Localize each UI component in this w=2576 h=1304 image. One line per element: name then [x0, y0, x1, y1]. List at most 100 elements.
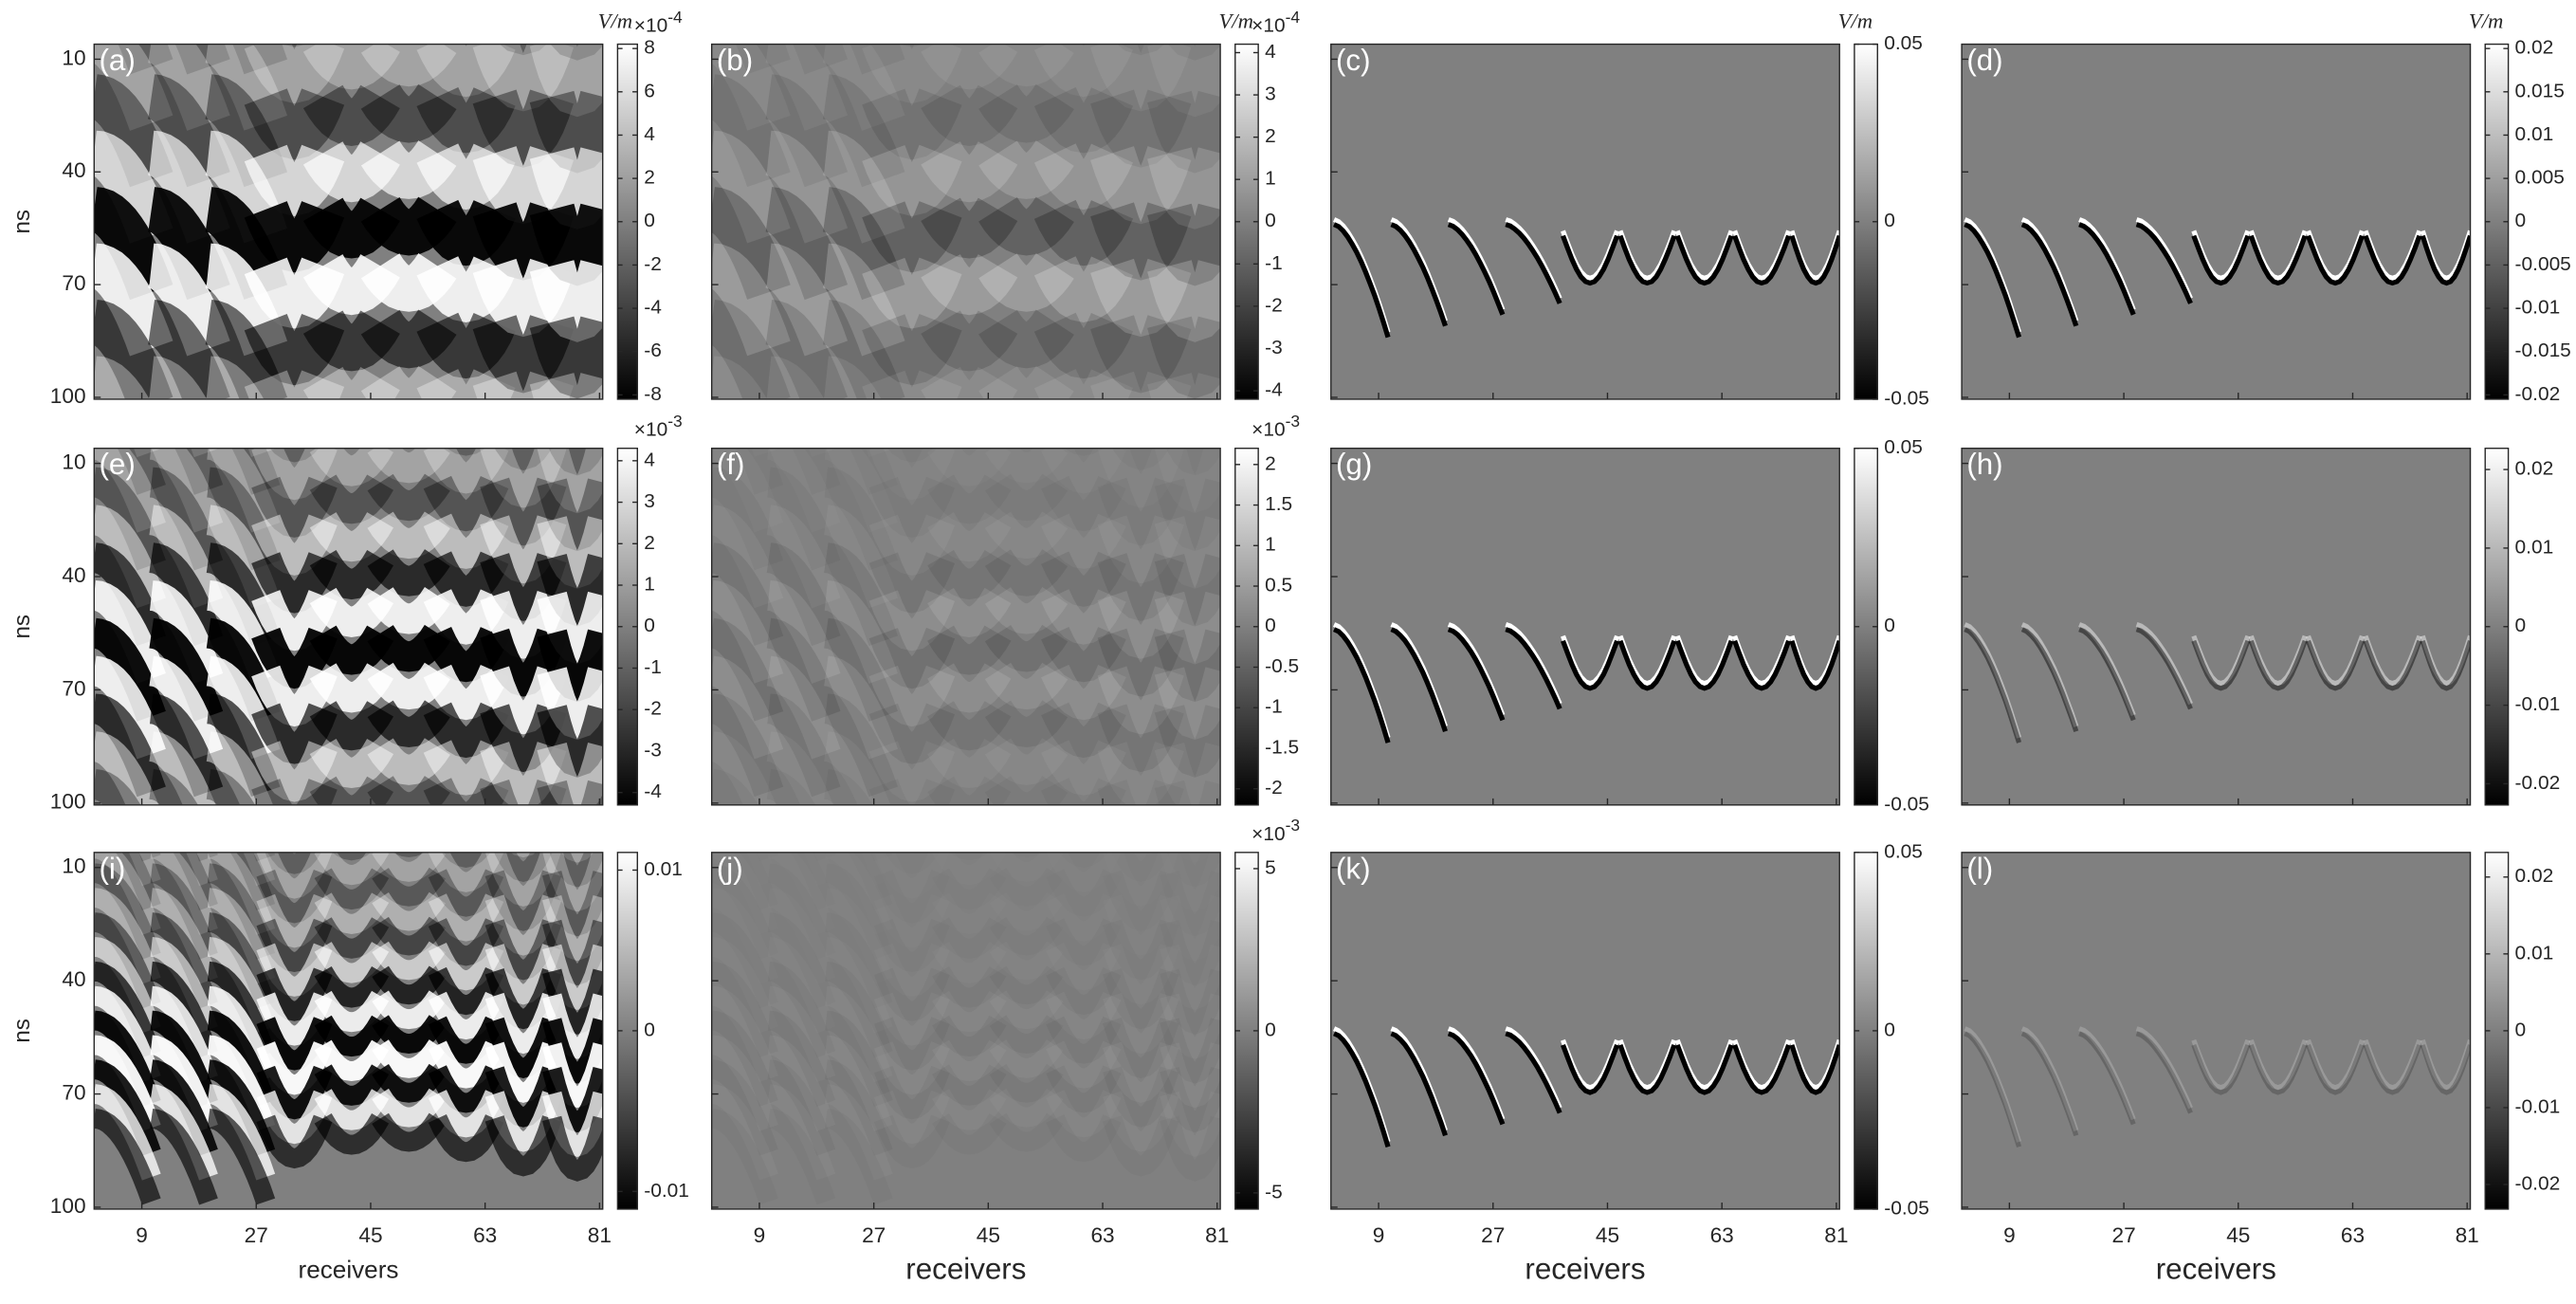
panel: (h) -0.02 -0.01 0 0.01 0.02: [1961, 448, 2560, 806]
wave-band: [251, 448, 338, 501]
wave-band: [1147, 44, 1221, 118]
wave-band: [767, 1010, 836, 1107]
wave-dark: [2020, 222, 2079, 327]
wave-band: [244, 88, 345, 160]
wave-band: [826, 0, 883, 10]
wave-band: [207, 1084, 276, 1181]
wave-band: [978, 309, 1074, 369]
wave-band: [360, 44, 457, 87]
wave-band: [128, 852, 161, 887]
colorbar-tick-label: 0: [2515, 1019, 2527, 1040]
wave-light: [2191, 1038, 2251, 1091]
wave-band: [149, 467, 224, 571]
wave-band: [428, 869, 504, 917]
panel: (d) -0.02 -0.015 -0.01 -0.005 0 0.005 0.01 0.015…: [1961, 9, 2571, 405]
y-tick-label: 70: [62, 1081, 85, 1105]
wave-band: [380, 0, 437, 8]
axes-frame: [1330, 448, 1840, 806]
wave-band: [94, 1059, 161, 1156]
wave-band: [372, 941, 447, 981]
wave-band: [323, 822, 380, 849]
wave-band: [1041, 626, 1126, 683]
wave-band: [309, 739, 394, 788]
wave-band: [537, 448, 603, 514]
wave-band: [978, 365, 1074, 399]
wave-band: [314, 1064, 390, 1106]
wave-dark: [1332, 1031, 1391, 1148]
wave-band: [94, 448, 166, 533]
wave-band: [868, 627, 956, 689]
wave-band: [711, 467, 784, 571]
wave-band: [302, 44, 400, 90]
wave-band: [927, 739, 1012, 788]
wave-band: [150, 912, 218, 1009]
axes-frame: [710, 852, 1221, 1210]
y-tick-label: 10: [62, 854, 85, 878]
wave-band: [150, 1109, 218, 1205]
wave-band: [207, 448, 281, 533]
wave-band: [537, 742, 603, 805]
wave-band: [149, 617, 224, 722]
wave-band: [711, 580, 784, 684]
exponent-power: -4: [1286, 8, 1301, 27]
wave-band: [941, 0, 997, 10]
wave-band: [529, 373, 603, 399]
wave-band: [766, 505, 841, 609]
wave-band: [711, 300, 791, 399]
wave-band: [480, 477, 567, 546]
wave-band: [542, 852, 603, 912]
wave-band: [209, 0, 265, 10]
panel-label: (c): [1336, 44, 1371, 77]
wave-band: [94, 1010, 161, 1107]
wave-band: [711, 542, 784, 646]
wave-dark: [1674, 234, 1734, 286]
wave-band: [767, 580, 841, 684]
wave-band: [423, 448, 509, 494]
wave-band: [309, 625, 394, 675]
wave-dark: [1617, 1044, 1677, 1095]
exponent-power: -3: [1286, 816, 1300, 835]
wave-band: [150, 937, 218, 1034]
wave-band: [941, 824, 997, 851]
wave-band: [372, 965, 447, 1005]
wave-band: [148, 356, 208, 399]
wave-band: [148, 44, 230, 131]
wave-band: [765, 44, 849, 131]
colorbar-tick-label: 0.05: [1884, 840, 1923, 862]
x-tick-label: 45: [358, 1223, 382, 1247]
wave-band: [1090, 258, 1192, 338]
wave-dark: [1732, 1044, 1792, 1095]
wave-band: [251, 741, 338, 802]
colorbar-unit: V/m: [1218, 9, 1252, 32]
colorbar-unit: V/m: [1838, 9, 1873, 32]
y-axis-label: ns: [9, 1019, 35, 1043]
wave-dark: [1505, 627, 1562, 710]
wave-band: [824, 505, 899, 609]
y-tick-label: 10: [62, 450, 85, 474]
exponent-base: ×10: [1251, 418, 1285, 440]
wave-band: [822, 243, 905, 357]
x-tick-label: 81: [2456, 1223, 2479, 1247]
wave-band: [537, 554, 603, 627]
wave-band: [150, 863, 218, 960]
wave-band: [484, 1115, 562, 1177]
x-tick-label: 9: [2003, 1223, 2016, 1247]
wave-band: [309, 549, 394, 600]
wave-band: [931, 1064, 1007, 1106]
colorbar-tick-label: 0: [644, 615, 655, 636]
wave-band: [1103, 1017, 1179, 1079]
wave-light: [2306, 634, 2365, 687]
wave-band: [360, 83, 457, 143]
wave-band: [309, 474, 394, 524]
wave-band: [94, 356, 150, 399]
wave-band: [711, 187, 791, 300]
wave-band: [186, 852, 218, 887]
wave-band: [537, 705, 603, 778]
wave-band: [309, 448, 394, 487]
wave-band: [984, 738, 1069, 785]
wave-band: [932, 990, 1007, 1033]
wave-band: [494, 852, 553, 882]
wave-band: [360, 365, 457, 399]
